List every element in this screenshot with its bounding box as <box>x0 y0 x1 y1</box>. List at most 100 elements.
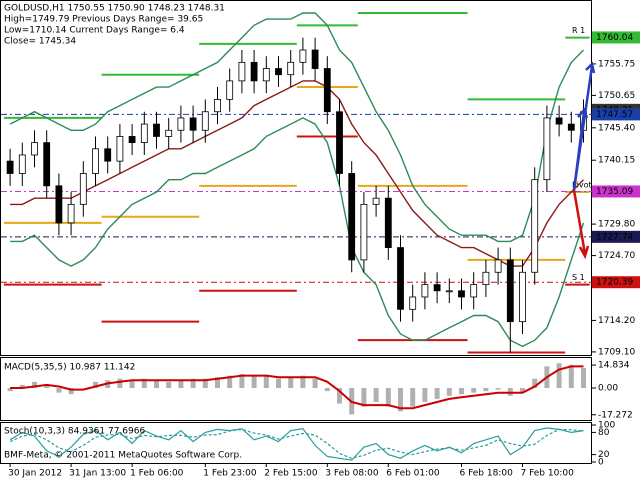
x-tick-label: 6 Feb 01:00 <box>386 469 440 479</box>
x-tick-label: 30 Jan 2012 <box>8 469 62 479</box>
indicator-line <box>10 117 585 348</box>
macd-bar <box>68 388 74 395</box>
candle-body <box>397 247 404 310</box>
x-tick-label: 3 Feb 08:00 <box>325 469 379 479</box>
candle-body <box>104 148 112 162</box>
copyright: BMF-Meta, © 2001-2011 MetaQuotes Softwar… <box>4 451 242 461</box>
main-pane <box>0 0 592 356</box>
macd-pane <box>0 357 592 421</box>
level-name: R 1 <box>572 26 585 35</box>
candle-body <box>214 99 221 113</box>
macd-bar <box>581 367 586 389</box>
candle-body <box>128 136 136 144</box>
y-tick-label: 20 <box>598 450 610 460</box>
candle-body <box>311 49 319 69</box>
candle-body <box>55 185 63 224</box>
candle-body <box>336 111 343 174</box>
candle-body <box>6 160 14 174</box>
macd-bar <box>373 388 379 402</box>
macd-bar <box>300 375 306 389</box>
candle-body <box>201 111 209 131</box>
macd-bar <box>410 388 416 407</box>
candle-body <box>189 117 197 131</box>
candle-body <box>165 129 173 137</box>
x-tick-label: 1 Feb 23:00 <box>203 469 257 479</box>
y-tick-label: 1740.15 <box>598 156 635 166</box>
indicator-line <box>9 12 584 243</box>
candle-body <box>116 136 124 162</box>
indicator-line <box>10 80 584 267</box>
price-label-box <box>592 31 640 44</box>
macd-bar <box>434 388 440 399</box>
macd-title: MACD(5,35,5) 10.987 11.142 <box>4 363 135 373</box>
candle-body <box>323 68 331 113</box>
x-tick-label: 2 Feb 15:00 <box>264 469 318 479</box>
candle-body <box>360 203 368 261</box>
price-label-box <box>592 185 640 198</box>
x-tick-label: 7 Feb 10:00 <box>521 469 575 479</box>
macd-bar <box>129 380 135 389</box>
candle-body <box>567 123 575 131</box>
macd-bar <box>32 381 37 389</box>
candle-body <box>531 179 539 273</box>
indicator-line <box>10 365 584 410</box>
candle-body <box>177 117 185 131</box>
macd-bar <box>483 388 489 392</box>
macd-bar <box>44 384 50 389</box>
candle-body <box>494 259 502 273</box>
price-label: 1727.74 <box>596 232 633 242</box>
candle-body <box>372 197 380 205</box>
macd-bar <box>385 388 391 407</box>
macd-bar <box>251 375 257 389</box>
forecast-arrow-mid <box>572 107 589 191</box>
macd-bar <box>446 388 452 396</box>
macd-bar <box>239 374 245 389</box>
macd-bar <box>263 375 269 389</box>
y-tick-label: 1729.80 <box>598 220 635 230</box>
macd-bar <box>56 388 62 393</box>
macd-bar <box>288 377 294 389</box>
candle-body <box>543 117 551 181</box>
candle-body <box>384 197 392 248</box>
forecast-arrow-down <box>572 189 590 260</box>
level-name: S 1 <box>572 273 585 282</box>
macd-bar <box>532 378 538 389</box>
candle-body <box>421 284 429 298</box>
candle-body <box>226 80 234 100</box>
macd-bar <box>166 381 172 389</box>
indicator-line <box>9 427 584 461</box>
stoch-title: Stoch(10,3,3) 84.9361 77.6966 <box>4 427 145 437</box>
y-tick-label: 14.834 <box>598 361 630 371</box>
macd-bar <box>190 378 196 389</box>
y-tick-label: 1724.70 <box>598 251 635 261</box>
macd-bar <box>337 388 342 404</box>
price-label: 1747.57 <box>596 110 633 120</box>
candle-body <box>275 68 282 76</box>
candle-body <box>348 173 356 261</box>
macd-bar <box>361 388 367 407</box>
price-label-box <box>592 108 640 121</box>
macd-bar <box>568 364 574 389</box>
macd-bar <box>19 384 25 389</box>
candle-body <box>458 290 465 298</box>
x-tick-label: 1 Feb 06:00 <box>130 469 184 479</box>
y-tick-label: 1745.40 <box>598 123 635 133</box>
macd-bar <box>459 388 464 395</box>
macd-bar <box>422 388 428 402</box>
y-tick-label: 1755.75 <box>598 59 635 69</box>
candle-body <box>153 123 160 137</box>
macd-bar <box>178 380 184 389</box>
price-label-box <box>592 276 640 289</box>
y-tick-label: 1714.20 <box>598 316 635 326</box>
price-label: 1735.09 <box>596 187 633 197</box>
x-tick-label: 6 Feb 18:00 <box>460 469 514 479</box>
macd-bar <box>556 363 562 389</box>
price-label: 1720.39 <box>596 278 633 288</box>
info-line: High=1749.79 Previous Days Range= 39.65 <box>4 15 203 25</box>
stoch-pane <box>0 422 592 464</box>
price-label-box <box>592 230 640 243</box>
macd-bar <box>495 388 501 390</box>
candle-body <box>299 49 307 63</box>
